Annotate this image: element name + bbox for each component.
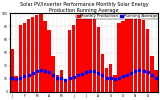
Bar: [76, 17, 80, 92]
Bar: [35, 15, 39, 92]
Point: [56, 77, 59, 78]
Bar: [88, 15, 92, 92]
Point: [19, 77, 22, 78]
Bar: [101, 54, 104, 92]
Bar: [31, 17, 34, 92]
Bar: [97, 27, 100, 92]
Point: [68, 77, 71, 78]
Point: [81, 73, 83, 74]
Point: [142, 70, 145, 71]
Legend: Monthly Production, Running Average: Monthly Production, Running Average: [76, 14, 158, 19]
Bar: [134, 14, 137, 92]
Point: [11, 77, 13, 78]
Point: [40, 69, 42, 71]
Bar: [14, 76, 18, 92]
Bar: [84, 13, 88, 92]
Point: [27, 74, 30, 75]
Point: [155, 77, 157, 78]
Point: [105, 78, 108, 79]
Bar: [129, 16, 133, 92]
Point: [23, 75, 26, 77]
Bar: [121, 21, 125, 92]
Bar: [19, 25, 22, 92]
Bar: [142, 20, 145, 92]
Bar: [56, 74, 59, 92]
Point: [52, 74, 54, 75]
Point: [150, 74, 153, 75]
Bar: [64, 80, 67, 92]
Bar: [146, 29, 149, 92]
Point: [138, 69, 141, 71]
Point: [113, 78, 116, 80]
Point: [134, 71, 137, 72]
Point: [15, 78, 17, 80]
Bar: [80, 16, 84, 92]
Bar: [150, 56, 153, 92]
Point: [36, 71, 38, 72]
Bar: [27, 19, 30, 92]
Bar: [113, 74, 116, 92]
Point: [101, 74, 104, 76]
Point: [44, 70, 46, 71]
Point: [122, 75, 124, 77]
Bar: [68, 30, 71, 92]
Bar: [109, 64, 112, 92]
Point: [48, 71, 50, 73]
Bar: [23, 23, 26, 92]
Point: [89, 70, 91, 71]
Bar: [72, 25, 76, 92]
Bar: [92, 20, 96, 92]
Point: [64, 79, 67, 81]
Point: [97, 72, 100, 74]
Point: [126, 74, 128, 75]
Bar: [60, 70, 63, 92]
Point: [85, 71, 87, 73]
Point: [109, 77, 112, 78]
Bar: [117, 23, 121, 92]
Point: [146, 71, 149, 73]
Bar: [47, 30, 51, 92]
Point: [130, 72, 132, 74]
Point: [93, 71, 96, 72]
Title: Solar PV/Inverter Performance Monthly Solar Energy Production Running Average: Solar PV/Inverter Performance Monthly So…: [20, 2, 148, 13]
Bar: [105, 68, 108, 92]
Bar: [154, 70, 158, 92]
Bar: [39, 13, 43, 92]
Point: [60, 78, 63, 79]
Bar: [125, 18, 129, 92]
Bar: [51, 56, 55, 92]
Bar: [10, 49, 14, 92]
Point: [118, 77, 120, 78]
Bar: [138, 14, 141, 92]
Point: [31, 72, 34, 74]
Bar: [43, 21, 47, 92]
Point: [72, 76, 75, 78]
Point: [76, 74, 79, 76]
